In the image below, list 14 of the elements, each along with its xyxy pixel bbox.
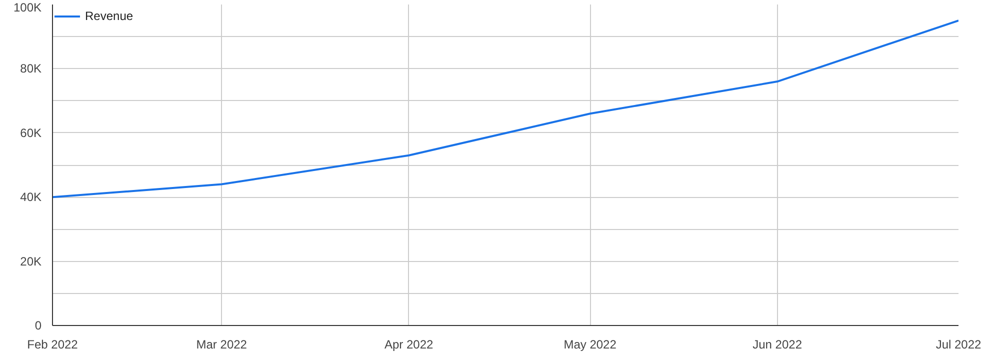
y-tick-label: 80K bbox=[20, 62, 42, 76]
x-tick-label: Apr 2022 bbox=[384, 338, 434, 352]
y-tick-label: 100K bbox=[13, 0, 42, 14]
y-tick-label: 60K bbox=[20, 126, 42, 140]
x-tick-label: Mar 2022 bbox=[196, 338, 248, 352]
line-series bbox=[52, 20, 958, 198]
x-tick-label: Feb 2022 bbox=[27, 338, 78, 352]
x-tick-label: Jun 2022 bbox=[752, 338, 802, 352]
legend-label: Revenue bbox=[85, 9, 134, 23]
x-tick-label: May 2022 bbox=[564, 338, 617, 352]
y-tick-label: 40K bbox=[20, 190, 42, 204]
y-tick-label: 0 bbox=[34, 318, 42, 332]
y-tick-label: 20K bbox=[20, 254, 42, 268]
x-tick-label: Jul 2022 bbox=[936, 338, 982, 352]
